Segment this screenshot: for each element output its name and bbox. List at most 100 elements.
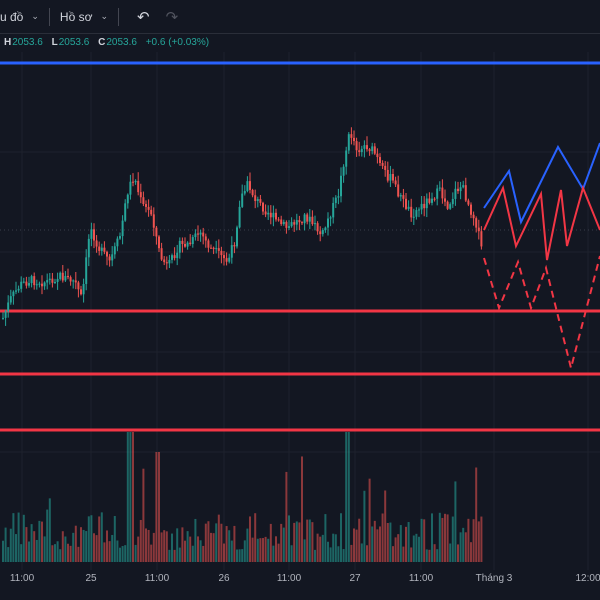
candle-body (111, 254, 114, 261)
blue-projection-path (483, 142, 600, 225)
volume-bar (64, 536, 67, 562)
volume-bar (355, 529, 358, 562)
candle-body (12, 291, 15, 297)
candle-body (85, 257, 88, 284)
candle-body (340, 175, 342, 197)
volume-bar (9, 528, 12, 562)
candle-body (103, 247, 106, 252)
chevron-down-icon: ⌄ (31, 11, 39, 21)
candlesticks (2, 127, 483, 326)
candle-body (202, 232, 205, 237)
volume-bar (324, 514, 327, 562)
volume-bar (100, 512, 103, 562)
volume-bar (381, 513, 384, 562)
volume-bar (259, 538, 262, 562)
time-label: 11:00 (408, 573, 434, 584)
candle-body (329, 217, 332, 219)
profile-label: Hồ sơ (59, 9, 93, 24)
candle-body (472, 214, 475, 219)
volume-bar (163, 530, 166, 562)
volume-bar (150, 544, 153, 562)
candle-body (43, 282, 46, 287)
red-dashed-projection-path (483, 255, 600, 369)
volume-bar (470, 542, 472, 562)
volume-bar (295, 521, 298, 562)
volume-bar (420, 518, 423, 562)
volume-bar (87, 516, 90, 562)
candle-body (256, 199, 259, 201)
volume-bar (28, 541, 30, 562)
candle-body (405, 198, 407, 209)
candle-body (132, 181, 134, 183)
volume-bar (327, 541, 329, 562)
redo-icon[interactable]: ↷ (165, 8, 179, 26)
volume-bar (168, 549, 171, 562)
volume-bar (165, 531, 168, 562)
candle-body (441, 187, 444, 199)
candle-body (303, 214, 306, 224)
candle-body (308, 216, 311, 222)
candle-body (17, 288, 20, 291)
candle-body (160, 248, 163, 260)
volume-bar (438, 512, 441, 562)
candle-body (15, 290, 17, 292)
candle-body (358, 150, 361, 153)
candle-body (93, 229, 95, 241)
candle-body (431, 198, 433, 203)
candle-body (423, 203, 426, 209)
volume-bar (301, 456, 303, 562)
volume-bar (82, 529, 85, 562)
candle-body (249, 181, 251, 190)
candle-body (137, 180, 140, 193)
candle-body (220, 250, 223, 256)
chart-menu-button[interactable]: u đồ ⌄ (0, 0, 39, 34)
candle-body (41, 283, 43, 287)
volume-bar (407, 522, 410, 562)
volume-bar (202, 545, 205, 562)
candle-body (152, 214, 155, 228)
volume-bar (371, 526, 374, 562)
candle-body (345, 150, 348, 167)
volume-bar (360, 543, 363, 562)
volume-bar (399, 525, 402, 562)
candle-body (316, 223, 319, 232)
candle-body (139, 192, 142, 198)
volume-bar (124, 545, 127, 562)
candle-body (480, 231, 483, 247)
profile-menu-button[interactable]: Hồ sơ ⌄ (60, 0, 108, 34)
candle-body (449, 204, 452, 209)
volume-bar (319, 536, 322, 562)
volume-bar (56, 541, 59, 562)
volume-bar (189, 536, 192, 562)
volume-bar (340, 513, 342, 562)
volume-bar (464, 532, 467, 562)
volume-bar (241, 549, 244, 562)
volume-bar (418, 536, 420, 562)
candle-body (150, 209, 153, 215)
volume-bar (210, 532, 212, 562)
candle-body (386, 169, 389, 181)
volume-bar (410, 547, 413, 562)
candle-body (67, 275, 69, 278)
volume-bar (223, 543, 225, 562)
candle-body (262, 202, 264, 212)
low-value: 2053.6 (58, 37, 90, 48)
candle-body (217, 248, 220, 251)
volume-bar (238, 549, 241, 562)
volume-bar (267, 538, 270, 562)
time-label: 11:00 (144, 573, 170, 584)
candle-body (197, 233, 199, 235)
volume-bar (288, 515, 290, 562)
horizontal-levels (0, 61, 600, 432)
toolbar-divider (48, 7, 50, 26)
candle-body (379, 157, 381, 163)
candle-body (285, 221, 288, 228)
candle-body (433, 198, 436, 200)
volume-bar (103, 542, 106, 562)
undo-icon[interactable]: ↶ (137, 8, 150, 26)
candle-body (438, 187, 441, 189)
volume-bar (30, 524, 33, 562)
price-chart[interactable] (0, 52, 600, 572)
volume-bar (225, 526, 228, 562)
volume-bar (228, 530, 231, 562)
